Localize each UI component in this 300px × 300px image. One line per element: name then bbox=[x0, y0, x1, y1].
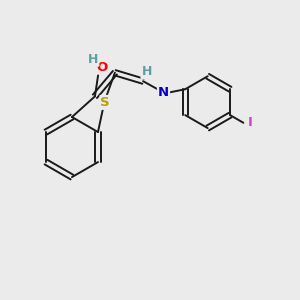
Text: S: S bbox=[100, 96, 110, 109]
Text: I: I bbox=[248, 116, 252, 129]
Text: H: H bbox=[141, 65, 152, 78]
Text: H: H bbox=[88, 53, 98, 66]
Text: N: N bbox=[158, 86, 169, 99]
Text: O: O bbox=[96, 61, 108, 74]
